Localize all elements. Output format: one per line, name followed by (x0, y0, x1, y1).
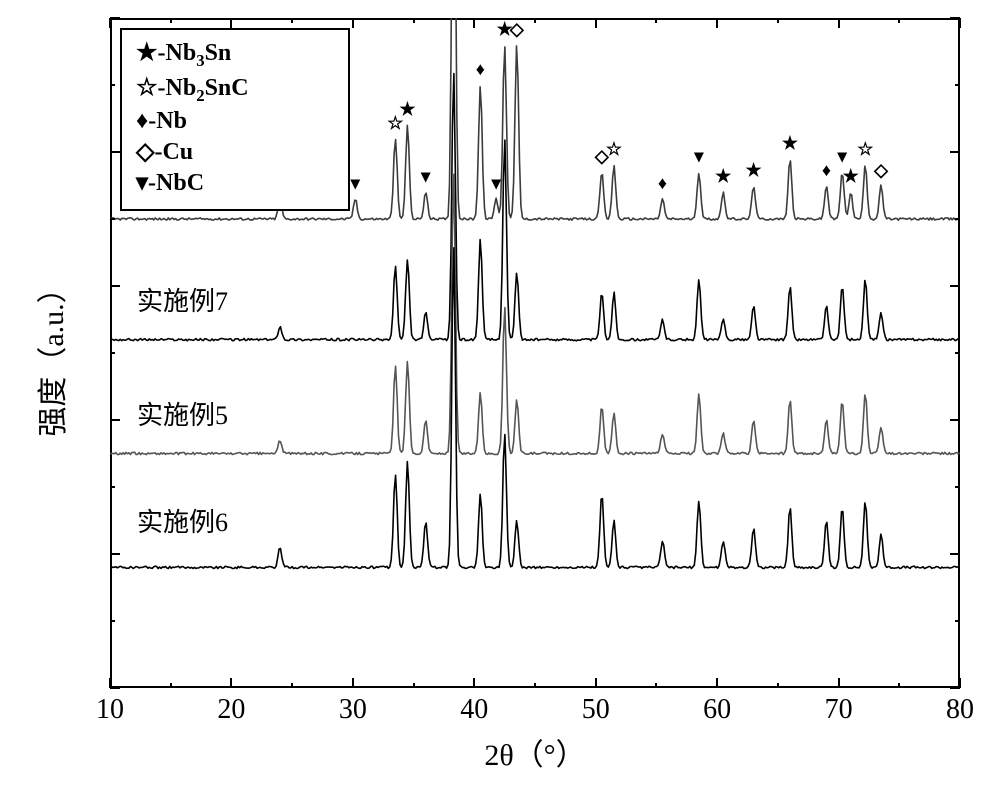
legend-label: ▾-NbC (136, 168, 204, 197)
peak-marker: ★ (780, 133, 800, 154)
legend-item: ▾-NbC (136, 168, 334, 197)
peak-marker: ☆ (604, 139, 624, 160)
peak-marker: ♦ (470, 59, 490, 80)
legend-label: ◇-Cu (136, 137, 193, 166)
peak-marker: ★ (744, 160, 764, 181)
curve-label: 实施例5 (137, 395, 228, 432)
legend: ★-Nb3Sn☆-Nb2SnC♦-Nb◇-Cu▾-NbC (120, 28, 350, 211)
peak-marker: ★ (841, 166, 861, 187)
xrd-curve (110, 174, 960, 454)
legend-label: ☆-Nb2SnC (136, 73, 249, 106)
legend-item: ☆-Nb2SnC (136, 73, 334, 106)
x-tick-label: 80 (940, 694, 980, 726)
x-tick-label: 70 (819, 694, 859, 726)
x-tick-label: 30 (333, 694, 373, 726)
peak-marker: ☆ (855, 139, 875, 160)
legend-item: ◇-Cu (136, 137, 334, 166)
legend-item: ★-Nb3Sn (136, 38, 334, 71)
x-tick-label: 10 (90, 694, 130, 726)
peak-marker: ▾ (416, 166, 436, 187)
curve-label: 实施例7 (137, 281, 228, 318)
peak-marker: ★ (713, 166, 733, 187)
legend-item: ♦-Nb (136, 108, 334, 135)
peak-marker: ◇ (871, 160, 891, 181)
x-tick-label: 40 (454, 694, 494, 726)
xrd-curve (110, 248, 960, 569)
peak-marker: ▾ (832, 146, 852, 167)
x-tick-label: 20 (211, 694, 251, 726)
y-axis-label: 强度（a.u.） (28, 255, 72, 455)
curve-label: 实施例6 (137, 502, 228, 539)
xrd-chart: ★▾☆★▾★♦▾★◇◇☆♦▾★★★♦▾★☆◇实施例8实施例7实施例5实施例610… (0, 0, 1000, 787)
peak-marker: ▾ (486, 173, 506, 194)
legend-label: ★-Nb3Sn (136, 38, 231, 71)
x-axis-label: 2θ（°） (435, 730, 635, 774)
peak-marker: ◇ (507, 19, 527, 40)
peak-marker: ▾ (689, 146, 709, 167)
legend-label: ♦-Nb (136, 108, 187, 135)
x-tick-label: 60 (697, 694, 737, 726)
peak-marker: ♦ (653, 173, 673, 194)
x-tick-label: 50 (576, 694, 616, 726)
peak-marker: ★ (398, 99, 418, 120)
